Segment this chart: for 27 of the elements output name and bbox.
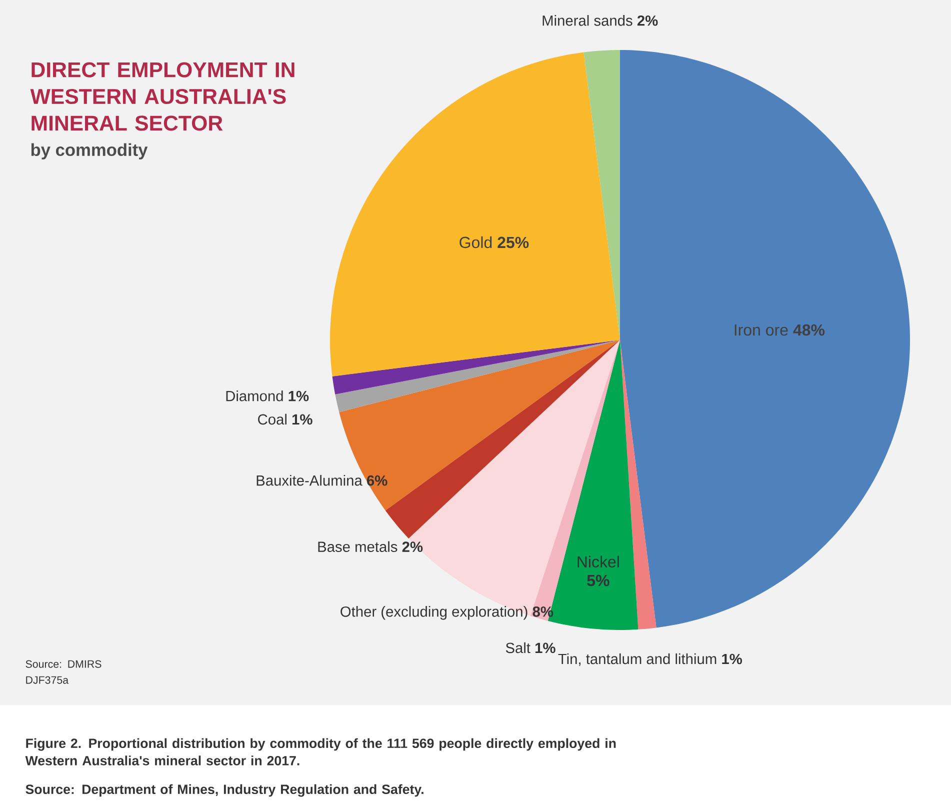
slice-label: Mineral sands [542, 15, 632, 26]
data-label: 25% [498, 236, 529, 248]
slice-label: Bauxite-Alumina [256, 474, 362, 486]
slice-label: Salt [506, 642, 530, 654]
data-label: 5% [587, 574, 610, 586]
data-label: 6% [367, 475, 388, 486]
text: DJF375a [26, 676, 69, 684]
data-label: 1% [288, 390, 309, 402]
data-label: 48% [793, 324, 825, 336]
data-label: 1% [535, 642, 556, 654]
slice-label: Base metals [318, 541, 398, 552]
source-note: Source: DMIRS [26, 660, 102, 668]
slice-label: Tin, tantalum and lithium [558, 653, 716, 666]
slice-label: Iron ore [734, 324, 788, 336]
data-label: 2% [637, 15, 658, 26]
slice-label: Other (excluding exploration) [340, 606, 528, 620]
data-label: 1% [722, 654, 742, 664]
data-label: 2% [402, 542, 423, 552]
slice-label: Coal [258, 414, 286, 425]
slice-label: Nickel [578, 556, 619, 568]
slice-label: Diamond [226, 390, 283, 402]
caption: Figure 2. Proportional distribution by commodity of the 111 569 people directly employed in Western Australia's mineral sector in 2017. [25, 738, 616, 766]
data-label: 1% [292, 414, 312, 425]
text: by commodity [31, 143, 148, 160]
text: DIRECT EMPLOYMENT IN WESTERN AUSTRALIA'S MINERAL SECTOR [30, 62, 294, 131]
slice-label: Gold [460, 236, 492, 248]
source-note: Source: Department of Mines, Industry Regulation and Safety. [26, 784, 424, 797]
